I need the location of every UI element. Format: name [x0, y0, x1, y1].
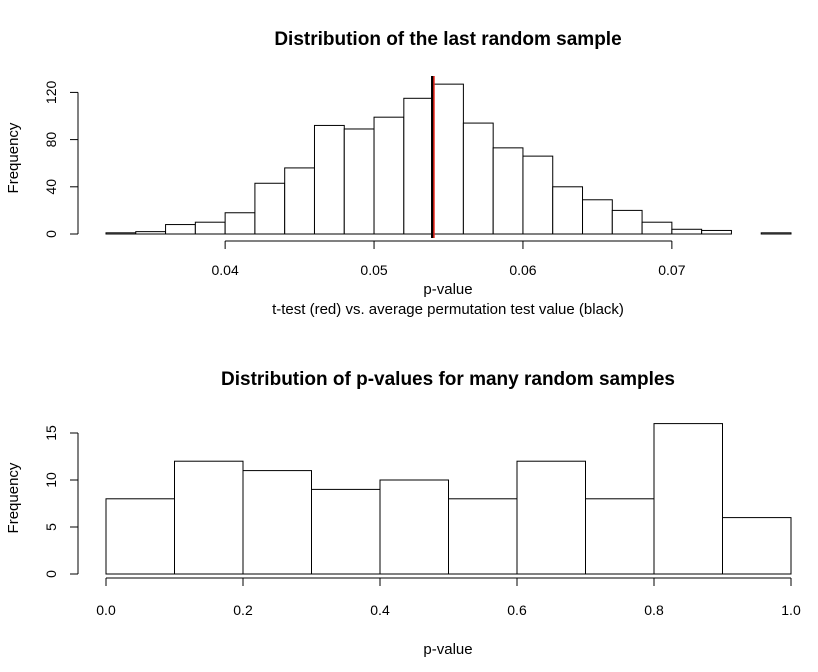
bar-last-sample-4	[224, 212, 256, 235]
bar-last-sample-19	[671, 228, 703, 235]
bar-last-sample-20	[701, 229, 732, 235]
reference-lines	[431, 76, 435, 238]
bar-many-samples-7	[585, 498, 655, 575]
bar-last-sample-1	[135, 231, 167, 235]
bar-many-samples-4	[379, 479, 449, 575]
bars-many-samples	[105, 423, 792, 575]
x-axis-label-last-sample: p-value	[423, 281, 472, 298]
bar-last-sample-18	[641, 221, 673, 235]
bar-last-sample-11	[433, 83, 464, 235]
bar-many-samples-6	[516, 460, 586, 575]
bar-last-sample-13	[492, 147, 524, 235]
bar-many-samples-8	[653, 423, 723, 575]
x-tick-label-last-sample-1: 0.05	[360, 262, 387, 278]
x-tick-label-many-samples-3: 0.6	[507, 602, 527, 618]
x-tick-label-last-sample-2: 0.06	[509, 262, 536, 278]
histogram-many-samples: Distribution of p-values for many random…	[5, 369, 801, 658]
bar-many-samples-3	[311, 488, 381, 575]
bar-last-sample-7	[313, 124, 345, 235]
bar-last-sample-0	[105, 232, 137, 235]
histogram-last-sample: Distribution of the last random sample p…	[5, 29, 792, 318]
x-axis-last-sample: 0.04 0.05 0.06 0.07	[212, 240, 686, 278]
y-tick-label-many-samples-1: 5	[43, 523, 59, 531]
y-axis-label-last-sample: Frequency	[5, 122, 22, 193]
y-tick-label-last-sample-0: 0	[43, 230, 59, 238]
bar-last-sample-22	[760, 232, 792, 235]
chart-title-last-sample: Distribution of the last random sample	[274, 29, 621, 50]
bar-last-sample-9	[373, 116, 405, 235]
bar-last-sample-8	[343, 128, 375, 235]
x-tick-label-many-samples-4: 0.8	[644, 602, 664, 618]
bar-many-samples-5	[448, 498, 518, 575]
y-axis-many-samples: 0 5 10 15	[43, 425, 79, 578]
bar-last-sample-12	[462, 122, 494, 235]
bar-many-samples-9	[722, 517, 792, 575]
bar-last-sample-16	[582, 199, 613, 235]
bar-last-sample-17	[611, 209, 643, 235]
y-axis-last-sample: 0 40 80 120	[43, 81, 79, 238]
x-tick-label-many-samples-2: 0.4	[370, 602, 390, 618]
x-tick-label-last-sample-3: 0.07	[658, 262, 685, 278]
y-tick-label-many-samples-2: 10	[43, 472, 59, 488]
bar-last-sample-2	[165, 224, 196, 235]
y-tick-label-many-samples-3: 15	[43, 425, 59, 441]
bar-many-samples-0	[105, 498, 175, 575]
x-axis-subtitle-last-sample: t-test (red) vs. average permutation tes…	[272, 301, 624, 318]
chart-title-many-samples: Distribution of p-values for many random…	[221, 369, 675, 390]
x-axis-label-many-samples: p-value	[423, 641, 472, 658]
bar-last-sample-10	[403, 97, 435, 235]
bar-last-sample-14	[522, 155, 554, 235]
y-tick-label-last-sample-1: 40	[43, 179, 59, 195]
bar-last-sample-5	[254, 182, 286, 235]
bar-last-sample-6	[284, 167, 315, 235]
bar-many-samples-2	[242, 470, 312, 575]
x-tick-label-many-samples-5: 1.0	[781, 602, 801, 618]
y-tick-label-many-samples-0: 0	[43, 570, 59, 578]
bar-many-samples-1	[174, 460, 244, 575]
bar-last-sample-3	[194, 221, 226, 235]
y-tick-label-last-sample-3: 120	[43, 81, 59, 105]
y-axis-label-many-samples: Frequency	[5, 462, 22, 533]
x-tick-label-many-samples-0: 0.0	[96, 602, 116, 618]
x-axis-many-samples: 0.0 0.2 0.4 0.6 0.8 1.0	[96, 577, 801, 618]
bar-last-sample-15	[552, 186, 584, 235]
bars-last-sample	[105, 83, 792, 235]
y-tick-label-last-sample-2: 80	[43, 132, 59, 148]
x-tick-label-many-samples-1: 0.2	[233, 602, 253, 618]
x-tick-label-last-sample-0: 0.04	[212, 262, 239, 278]
